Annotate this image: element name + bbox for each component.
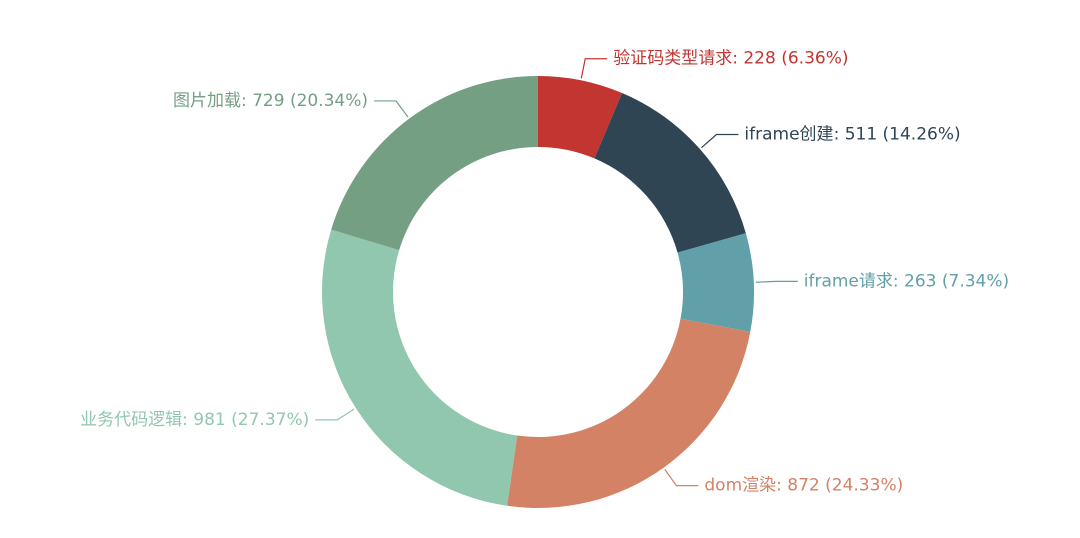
slice-label: dom渲染: 872 (24.33%) (704, 476, 903, 496)
slice-label: 验证码类型请求: 228 (6.36%) (613, 49, 848, 69)
label-line (664, 468, 699, 487)
category-name: iframe请求 (804, 271, 893, 291)
slice (321, 229, 518, 506)
category-name: 业务代码逻辑 (80, 410, 182, 430)
category-name: dom渲染 (704, 476, 776, 496)
label-line (580, 58, 608, 79)
slice (538, 76, 623, 159)
slice (507, 318, 751, 508)
value-label: : 981 (27.37%) (182, 410, 309, 430)
slice (331, 76, 538, 251)
value-label: : 511 (14.26%) (834, 125, 961, 145)
slice-label: 业务代码逻辑: 981 (27.37%) (80, 410, 309, 430)
label-line (374, 100, 409, 118)
slice-label: 图片加载: 729 (20.34%) (173, 91, 368, 111)
value-label: : 872 (24.33%) (776, 476, 903, 496)
slice-label: iframe请求: 263 (7.34%) (804, 271, 1009, 291)
value-label: : 228 (6.36%) (732, 49, 848, 69)
slice (677, 233, 754, 332)
slice-label: iframe创建: 511 (14.26%) (744, 125, 960, 145)
value-label: : 729 (20.34%) (241, 91, 368, 111)
label-line (315, 408, 355, 421)
category-name: 验证码类型请求 (613, 49, 732, 69)
category-name: iframe创建 (744, 125, 833, 145)
label-line (755, 280, 798, 283)
slice (594, 93, 746, 253)
category-name: 图片加载 (173, 91, 241, 111)
label-line (701, 133, 739, 149)
value-label: : 263 (7.34%) (893, 271, 1009, 291)
